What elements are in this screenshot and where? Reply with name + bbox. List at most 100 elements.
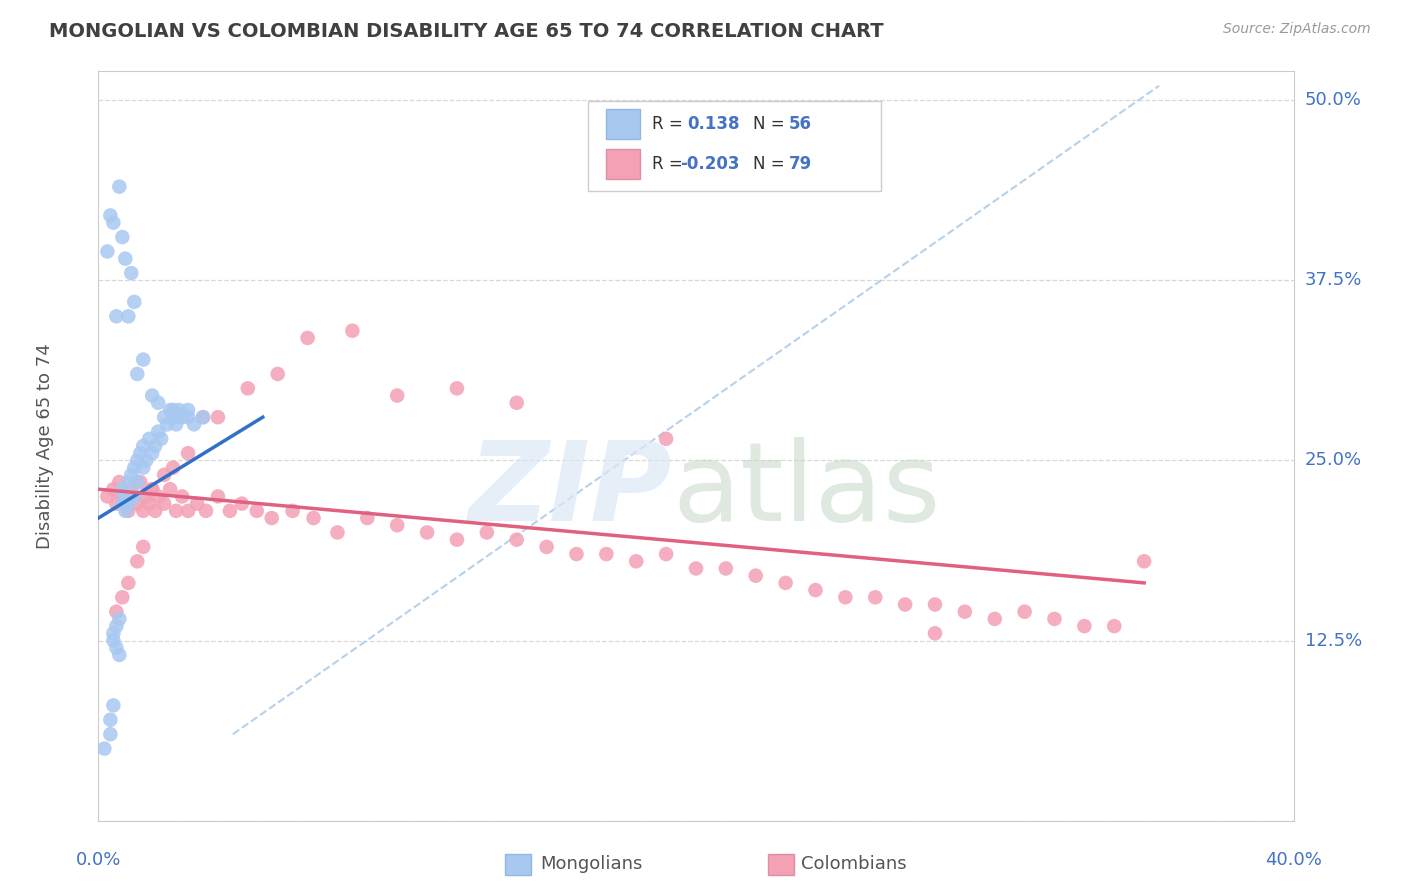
Point: [105, 310, 128, 324]
Point: [120, 467, 142, 482]
Point: [1043, 612, 1066, 626]
Point: [93, 741, 115, 756]
Point: [124, 490, 146, 504]
Point: [114, 504, 136, 518]
Point: [804, 583, 827, 598]
Point: [219, 504, 242, 518]
Point: [356, 511, 378, 525]
Text: Disability Age 65 to 74: Disability Age 65 to 74: [35, 343, 53, 549]
Point: [177, 410, 200, 425]
Text: Colombians: Colombians: [801, 855, 907, 873]
Point: [117, 310, 139, 324]
Point: [153, 467, 176, 482]
Point: [1014, 605, 1036, 619]
Point: [326, 525, 349, 540]
Point: [124, 294, 146, 309]
Point: [124, 490, 146, 504]
Point: [865, 591, 887, 605]
Text: R =: R =: [652, 115, 688, 133]
Point: [236, 381, 259, 395]
Point: [172, 490, 194, 504]
Text: 79: 79: [789, 154, 813, 172]
Point: [150, 432, 173, 446]
Point: [132, 504, 155, 518]
Point: [1073, 619, 1095, 633]
Point: [127, 367, 149, 381]
Point: [96, 244, 118, 259]
Point: [165, 504, 187, 518]
Point: [129, 475, 152, 489]
Point: [105, 640, 128, 655]
Point: [117, 475, 139, 489]
Text: 37.5%: 37.5%: [1305, 271, 1362, 289]
Point: [148, 425, 170, 439]
Point: [138, 432, 160, 446]
Point: [924, 598, 946, 612]
Text: 12.5%: 12.5%: [1305, 632, 1362, 649]
Point: [165, 417, 187, 432]
Point: [177, 504, 200, 518]
Point: [127, 554, 149, 568]
Point: [446, 381, 468, 395]
Point: [191, 410, 214, 425]
Point: [98, 713, 122, 727]
Text: R =: R =: [652, 154, 688, 172]
Point: [894, 598, 917, 612]
Point: [105, 619, 128, 633]
Point: [143, 504, 166, 518]
Point: [207, 490, 229, 504]
Point: [141, 482, 163, 496]
Point: [108, 648, 131, 662]
Point: [385, 388, 409, 402]
Point: [984, 612, 1007, 626]
Point: [162, 460, 184, 475]
Point: [132, 540, 155, 554]
Point: [124, 460, 146, 475]
Bar: [768, 855, 794, 875]
Point: [117, 504, 139, 518]
Point: [159, 482, 181, 496]
Point: [127, 497, 149, 511]
Point: [135, 490, 157, 504]
Text: 25.0%: 25.0%: [1305, 451, 1362, 469]
Text: N =: N =: [754, 154, 790, 172]
Point: [162, 403, 184, 417]
Point: [565, 547, 588, 561]
Point: [924, 626, 946, 640]
Point: [127, 453, 149, 467]
Point: [246, 504, 269, 518]
Text: 56: 56: [789, 115, 813, 133]
Point: [655, 547, 678, 561]
Point: [114, 497, 136, 511]
Point: [114, 252, 136, 266]
Point: [685, 561, 707, 575]
Point: [953, 605, 976, 619]
Point: [132, 460, 155, 475]
Point: [105, 497, 128, 511]
Point: [111, 591, 134, 605]
Text: -0.203: -0.203: [681, 154, 740, 172]
Text: MONGOLIAN VS COLOMBIAN DISABILITY AGE 65 TO 74 CORRELATION CHART: MONGOLIAN VS COLOMBIAN DISABILITY AGE 65…: [49, 22, 884, 41]
Bar: [505, 855, 531, 875]
Point: [162, 410, 184, 425]
Point: [129, 446, 152, 460]
Point: [148, 490, 170, 504]
Point: [231, 497, 253, 511]
Text: Source: ZipAtlas.com: Source: ZipAtlas.com: [1223, 22, 1371, 37]
Point: [506, 396, 529, 410]
Text: 0.138: 0.138: [688, 115, 740, 133]
Point: [186, 497, 208, 511]
Point: [536, 540, 558, 554]
Point: [148, 396, 170, 410]
Point: [385, 518, 409, 533]
Point: [177, 403, 200, 417]
Point: [141, 482, 163, 496]
Point: [120, 266, 142, 280]
Point: [127, 475, 149, 489]
Point: [96, 490, 118, 504]
Point: [132, 439, 155, 453]
Text: Mongolians: Mongolians: [541, 855, 643, 873]
Point: [153, 497, 176, 511]
Point: [260, 511, 283, 525]
Point: [111, 230, 134, 244]
